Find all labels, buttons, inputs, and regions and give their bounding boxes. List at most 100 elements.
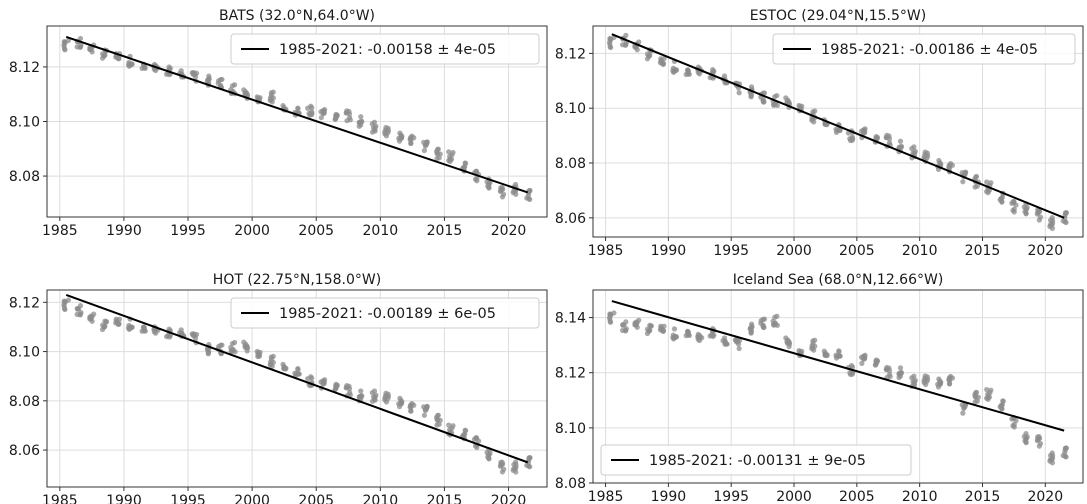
x-tick-label: 2000 — [776, 243, 812, 259]
trend-line — [65, 293, 529, 464]
data-point — [74, 305, 80, 312]
data-point-cluster — [1047, 450, 1056, 466]
data-point-cluster — [747, 321, 755, 336]
data-point — [809, 343, 815, 349]
data-point — [760, 324, 767, 331]
legend: 1985-2021: -0.00131 ± 9e-05 — [600, 444, 912, 476]
y-tick-label: 8.10 — [9, 115, 40, 131]
data-point-cluster — [607, 34, 617, 51]
data-point — [231, 82, 238, 88]
data-point — [611, 310, 617, 316]
legend: 1985-2021: -0.00158 ± 4e-05 — [230, 33, 540, 65]
data-point — [849, 364, 856, 370]
data-point-cluster — [732, 337, 743, 352]
data-point — [623, 327, 629, 333]
data-point — [524, 195, 530, 201]
data-point-cluster — [125, 53, 135, 69]
data-point — [320, 381, 326, 387]
data-point — [344, 108, 350, 114]
data-point-cluster — [280, 361, 289, 372]
data-point — [736, 90, 742, 96]
data-point-cluster — [935, 376, 944, 390]
x-tick-label: 1985 — [42, 223, 78, 239]
data-point — [632, 322, 638, 328]
data-point — [333, 383, 339, 389]
y-tick-label: 8.10 — [555, 101, 586, 117]
data-point-cluster — [683, 328, 692, 339]
data-point — [309, 105, 315, 111]
data-point — [772, 101, 778, 107]
data-point — [924, 155, 930, 161]
data-point-cluster — [657, 323, 667, 334]
data-point — [408, 137, 414, 143]
y-tick-label: 8.12 — [9, 60, 40, 76]
data-point — [896, 371, 902, 377]
data-point — [434, 156, 440, 162]
axes-frame — [592, 25, 1084, 238]
data-point — [973, 389, 980, 395]
data-point — [761, 316, 768, 322]
data-point-cluster — [74, 35, 84, 51]
data-point — [219, 76, 225, 83]
x-tick-label: 1995 — [170, 223, 206, 239]
data-point — [671, 68, 677, 74]
data-point — [511, 466, 517, 472]
data-point-cluster — [151, 61, 161, 74]
data-point — [269, 363, 275, 370]
data-point — [824, 122, 830, 128]
y-tick-label: 8.08 — [9, 394, 40, 410]
data-point — [811, 119, 817, 125]
data-point — [421, 412, 427, 418]
data-point-cluster — [382, 390, 392, 405]
chart-title: Iceland Sea (68.0°N,12.66°W) — [733, 272, 944, 288]
data-point — [873, 359, 880, 365]
data-point-cluster — [292, 366, 302, 379]
data-point — [860, 130, 867, 136]
data-point — [632, 44, 638, 50]
legend: 1985-2021: -0.00189 ± 6e-05 — [230, 297, 540, 329]
data-point — [749, 323, 755, 329]
legend-label: 1985-2021: -0.00131 ± 9e-05 — [649, 453, 866, 469]
data-point-cluster — [163, 64, 173, 78]
data-point — [244, 345, 251, 351]
y-tick-label: 8.06 — [9, 443, 40, 459]
x-tick-label: 1985 — [588, 489, 624, 504]
data-point — [884, 132, 890, 138]
data-point-cluster — [497, 184, 507, 200]
axes-frame — [592, 289, 1084, 484]
data-point — [116, 56, 122, 62]
data-point — [102, 323, 108, 329]
data-point — [371, 127, 378, 133]
data-point — [685, 332, 691, 338]
data-point — [911, 144, 917, 150]
data-point — [721, 73, 728, 79]
data-point-cluster — [228, 339, 238, 355]
data-point — [1063, 445, 1069, 451]
data-point — [435, 412, 441, 418]
data-point-cluster — [858, 352, 868, 366]
panel-iceland-sea: 1985 1990 1995 2000 2005 2010 2015 2020 8.08 8.10… — [555, 272, 1084, 504]
data-point — [87, 316, 93, 322]
legend-label: 1985-2021: -0.00189 ± 6e-05 — [279, 306, 496, 322]
data-point-cluster — [433, 412, 443, 428]
data-point-cluster — [670, 326, 680, 342]
x-tick-label: 2000 — [776, 489, 812, 504]
data-point — [356, 394, 362, 400]
data-point-cluster — [619, 319, 629, 334]
data-point — [1034, 211, 1040, 217]
data-point — [972, 184, 978, 190]
data-point-cluster — [318, 107, 328, 121]
data-point — [658, 56, 664, 62]
data-point — [178, 68, 184, 74]
data-point — [473, 168, 480, 174]
data-point — [772, 321, 778, 327]
data-point-cluster — [113, 316, 123, 328]
data-point — [344, 118, 350, 124]
data-point — [947, 377, 953, 384]
data-point — [318, 115, 324, 121]
data-point-cluster — [858, 126, 868, 141]
x-tick-label: 2010 — [363, 493, 399, 504]
data-point — [497, 188, 504, 195]
y-tick-label: 8.12 — [555, 366, 586, 382]
